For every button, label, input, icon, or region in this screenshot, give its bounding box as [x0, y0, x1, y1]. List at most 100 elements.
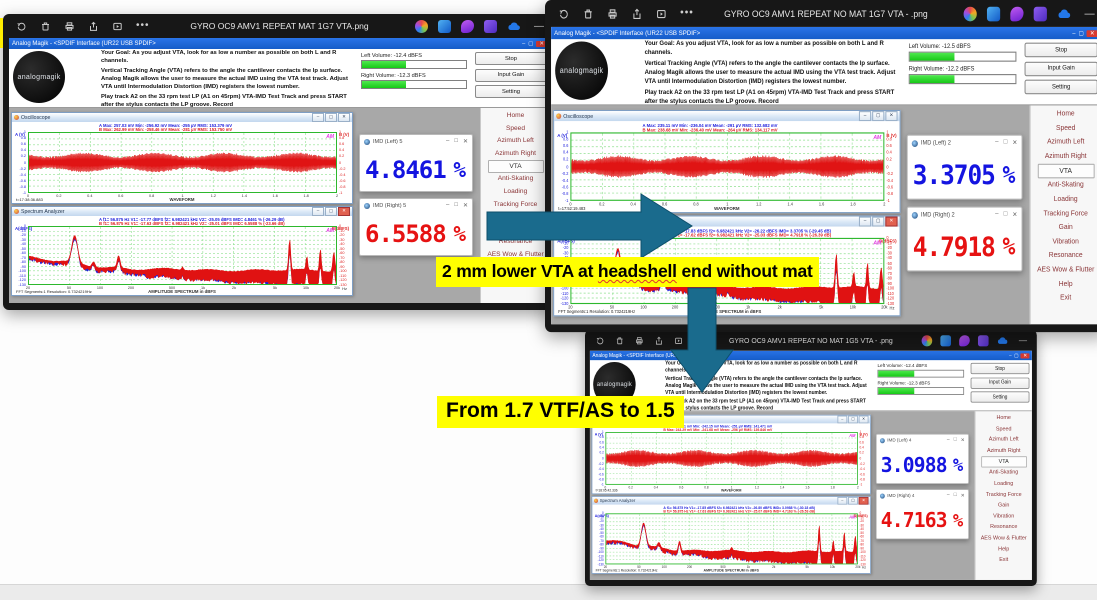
minimize-icon[interactable]: —: [1018, 335, 1027, 346]
minimize-icon[interactable]: –: [995, 210, 999, 218]
print-icon[interactable]: [635, 336, 644, 346]
maximize-icon[interactable]: □: [953, 492, 957, 498]
spectrum-titlebar[interactable]: Spectrum Analyzer – ▢ ✕: [554, 216, 900, 227]
cloud-icon[interactable]: [1057, 8, 1071, 19]
minimize-icon[interactable]: –: [995, 139, 999, 146]
oscilloscope-titlebar[interactable]: Oscilloscope – ▢ ✕: [12, 113, 352, 122]
analogmagik-titlebar[interactable]: Analog Magik - <SPDIF Interface (UR22 US…: [589, 350, 1032, 361]
rotate-icon[interactable]: [16, 21, 27, 32]
color-wheel-icon[interactable]: [921, 334, 933, 347]
maximize-button[interactable]: ▢: [528, 40, 534, 47]
maximize-icon[interactable]: □: [454, 138, 458, 144]
imd-left-titlebar[interactable]: IMD (Left) 4 – □ ✕: [877, 435, 969, 446]
menu-item-gain[interactable]: Gain: [998, 502, 1010, 509]
stop-button[interactable]: Stop: [475, 52, 547, 65]
menu-item-vta[interactable]: VTA: [487, 160, 544, 174]
close-button[interactable]: ✕: [858, 415, 869, 424]
maximize-icon[interactable]: □: [1003, 210, 1008, 218]
minimize-button[interactable]: –: [1009, 352, 1012, 359]
maximize-button[interactable]: ▢: [872, 216, 885, 227]
slideshow-icon[interactable]: [112, 21, 123, 32]
more-icon[interactable]: •••: [136, 20, 150, 31]
minimize-button[interactable]: –: [858, 216, 872, 227]
menu-item-vibration[interactable]: Vibration: [1052, 237, 1079, 246]
maximize-button[interactable]: ▢: [1078, 29, 1084, 37]
input-gain-button[interactable]: Input Gain: [970, 377, 1030, 389]
maximize-icon[interactable]: □: [454, 202, 458, 208]
photos-titlebar[interactable]: ••• GYRO OC9 AMV1 REPEAT MAT 1G7 VTA.png…: [3, 14, 556, 38]
menu-item-vta[interactable]: VTA: [1037, 164, 1095, 179]
close-button[interactable]: ✕: [885, 216, 898, 227]
delete-icon[interactable]: [40, 21, 51, 32]
close-icon[interactable]: ✕: [960, 493, 965, 499]
minimize-icon[interactable]: –: [946, 492, 950, 498]
stop-button[interactable]: Stop: [970, 362, 1030, 375]
maximize-button[interactable]: ▢: [872, 111, 885, 122]
close-button[interactable]: ✕: [885, 111, 898, 122]
minimize-button[interactable]: –: [858, 111, 872, 122]
menu-item-azimuth-right[interactable]: Azimuth Right: [494, 149, 537, 157]
menu-item-tracking-force[interactable]: Tracking Force: [1043, 209, 1088, 218]
menu-item-speed[interactable]: Speed: [505, 124, 526, 132]
menu-item-loading[interactable]: Loading: [503, 187, 528, 195]
share-icon[interactable]: [654, 336, 663, 346]
share-icon[interactable]: [88, 21, 99, 32]
menu-item-exit[interactable]: Exit: [999, 556, 1009, 563]
minimize-button[interactable]: –: [522, 40, 526, 47]
menu-item-azimuth-right[interactable]: Azimuth Right: [986, 447, 1021, 454]
maximize-button[interactable]: ▢: [848, 496, 858, 505]
menu-item-help[interactable]: Help: [998, 545, 1010, 552]
share-icon[interactable]: [631, 7, 642, 19]
stop-button[interactable]: Stop: [1024, 42, 1097, 58]
delete-icon[interactable]: [583, 7, 594, 19]
menu-item-loading[interactable]: Loading: [994, 480, 1014, 487]
analogmagik-titlebar[interactable]: Analog Magik - <SPDIF Interface (UR22 US…: [551, 26, 1097, 40]
imd-right-titlebar[interactable]: IMD (Right) 2 – □ ✕: [908, 208, 1022, 223]
minimize-icon[interactable]: –: [946, 437, 950, 443]
blue-app-icon[interactable]: [940, 334, 952, 347]
input-gain-button[interactable]: Input Gain: [1024, 61, 1097, 76]
menu-item-vibration[interactable]: Vibration: [993, 513, 1015, 520]
delete-icon[interactable]: [615, 336, 624, 346]
close-button[interactable]: ✕: [1086, 29, 1097, 37]
close-button[interactable]: ✕: [536, 40, 547, 47]
maximize-button[interactable]: ▢: [848, 415, 858, 424]
menu-item-help[interactable]: Help: [1058, 279, 1073, 288]
minimize-button[interactable]: –: [837, 415, 848, 424]
purple-app-icon[interactable]: [977, 334, 989, 347]
rotate-icon[interactable]: [596, 336, 605, 346]
print-icon[interactable]: [64, 21, 75, 32]
close-icon[interactable]: ✕: [960, 438, 965, 444]
maximize-button[interactable]: ▢: [325, 207, 337, 216]
rotate-icon[interactable]: [558, 7, 569, 19]
close-button[interactable]: ✕: [1020, 352, 1030, 359]
menu-item-loading[interactable]: Loading: [1053, 195, 1078, 204]
minimize-icon[interactable]: —: [534, 20, 544, 32]
menu-item-resonance[interactable]: Resonance: [1048, 251, 1083, 260]
setting-button[interactable]: Setting: [1024, 79, 1097, 95]
minimize-icon[interactable]: —: [1084, 7, 1095, 20]
close-button[interactable]: ✕: [858, 496, 869, 505]
close-icon[interactable]: ✕: [462, 203, 468, 209]
minimize-icon[interactable]: –: [446, 202, 450, 208]
menu-item-aes-wow-flutter[interactable]: AES Wow & Flutter: [1037, 265, 1095, 274]
purple-app-icon[interactable]: [1033, 6, 1047, 21]
menu-item-exit[interactable]: Exit: [1060, 294, 1072, 302]
color-wheel-icon[interactable]: [963, 6, 977, 21]
menu-item-home[interactable]: Home: [506, 112, 525, 119]
menu-item-azimuth-right[interactable]: Azimuth Right: [1044, 152, 1087, 161]
blue-app-icon[interactable]: [986, 6, 1001, 21]
close-button[interactable]: ✕: [338, 113, 350, 122]
setting-button[interactable]: Setting: [475, 85, 547, 98]
close-icon[interactable]: ✕: [462, 139, 468, 145]
close-button[interactable]: ✕: [338, 207, 350, 216]
maximize-button[interactable]: ▢: [325, 113, 337, 122]
minimize-button[interactable]: –: [1072, 29, 1076, 37]
menu-item-tracking-force[interactable]: Tracking Force: [493, 200, 538, 208]
cloud-icon[interactable]: [997, 336, 1008, 345]
oscilloscope-titlebar[interactable]: Oscilloscope – ▢ ✕: [554, 111, 900, 122]
close-icon[interactable]: ✕: [1012, 212, 1018, 219]
menu-item-vibration[interactable]: Vibration: [502, 225, 529, 233]
analogmagik-titlebar[interactable]: Analog Magik - <SPDIF Interface (UR22 US…: [9, 38, 550, 49]
menu-item-azimuth-left[interactable]: Azimuth Left: [497, 137, 534, 145]
